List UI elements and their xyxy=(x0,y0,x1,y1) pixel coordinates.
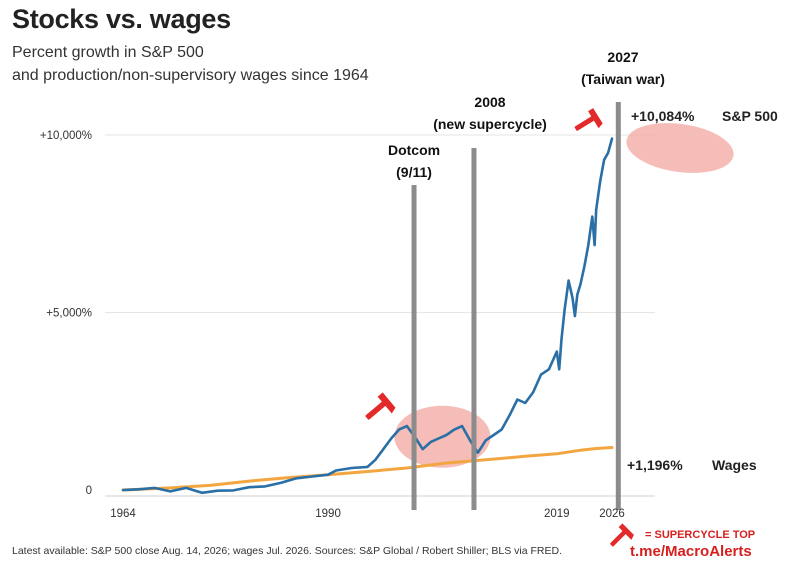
y-tick-label: +5,000% xyxy=(46,308,92,320)
event-label: (Taiwan war) xyxy=(581,71,665,87)
wages-series-line xyxy=(121,446,614,492)
x-tick-label: 1990 xyxy=(315,508,341,520)
sp500-end-value: +10,084% xyxy=(631,108,695,124)
supercycle-markers: = SUPERCYCLE TOP xyxy=(365,108,755,547)
hammer-head xyxy=(377,392,396,414)
legend-label: = SUPERCYCLE TOP xyxy=(645,529,755,541)
sp500-series-name: S&P 500 xyxy=(722,108,778,124)
x-tick-label: 2026 xyxy=(599,508,625,520)
y-tick-label: +10,000% xyxy=(40,130,92,142)
event-label: 2008 xyxy=(474,94,505,110)
event-lines: Dotcom (9/11) 2008 (new supercycle) 2027 (Tai… xyxy=(388,49,665,510)
grid-lines xyxy=(105,134,655,497)
series-layer xyxy=(121,137,614,495)
wages-series-name: Wages xyxy=(712,457,757,473)
hammer-handle xyxy=(610,530,627,547)
highlight-ellipses xyxy=(394,123,734,468)
hammer-head xyxy=(618,523,634,540)
y-tick-label: 0 xyxy=(86,485,92,497)
x-tick-label: 1964 xyxy=(110,508,136,520)
hammer-head xyxy=(588,108,603,129)
chart-title: Stocks vs. wages xyxy=(12,4,231,34)
end-labels: +10,084% S&P 500 +1,196% Wages xyxy=(627,108,778,473)
chart-subtitle-line2: and production/non-supervisory wages sin… xyxy=(12,67,369,84)
hammer-icon xyxy=(574,108,603,131)
event-label: (new supercycle) xyxy=(433,116,547,132)
event-label: 2027 xyxy=(607,49,638,65)
wages-end-value: +1,196% xyxy=(627,457,683,473)
event-label: Dotcom xyxy=(388,142,440,158)
highlight-ellipse-top xyxy=(626,123,734,173)
axis-ticks: +10,000% +5,000% 0 1964 1990 2019 2026 xyxy=(40,130,625,520)
hammer-handle xyxy=(365,400,387,420)
source-footnote: Latest available: S&P 500 close Aug. 14,… xyxy=(12,545,563,557)
x-tick-label: 2019 xyxy=(544,508,570,520)
sp500-series-line xyxy=(121,137,614,495)
chart-subtitle-line1: Percent growth in S&P 500 xyxy=(12,44,204,61)
event-label: (9/11) xyxy=(396,164,432,180)
channel-link[interactable]: t.me/MacroAlerts xyxy=(630,543,752,560)
hammer-icon xyxy=(610,523,634,547)
hammer-handle xyxy=(574,115,596,131)
hammer-icon xyxy=(365,392,396,420)
